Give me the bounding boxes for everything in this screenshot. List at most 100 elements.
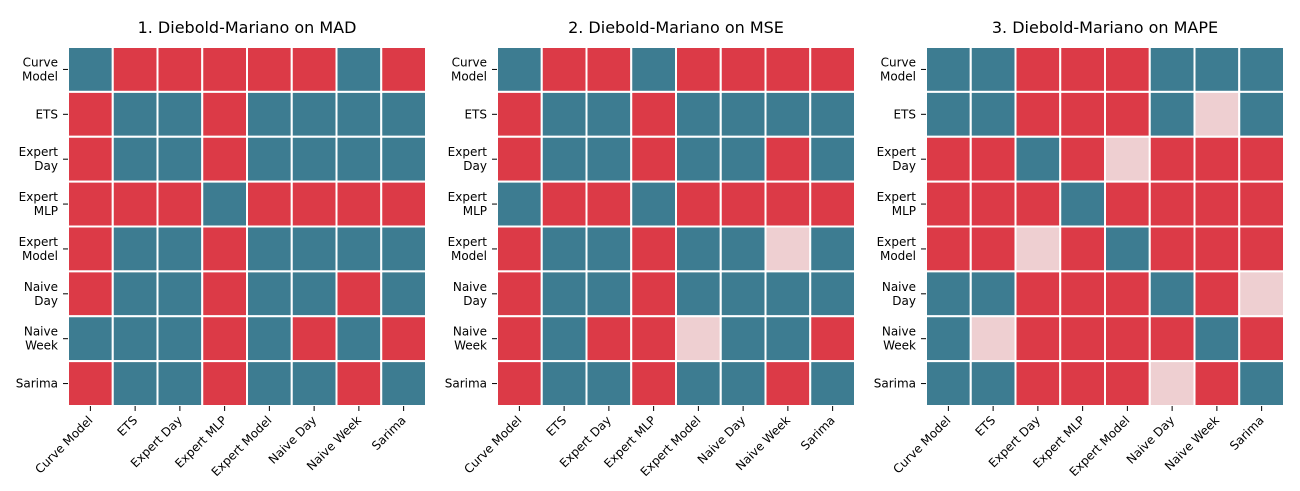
heatmap-cell [585,360,633,407]
heatmap-cell [809,135,856,183]
heatmap-cell [675,135,722,183]
y-tick-label: ETS [893,107,916,121]
heatmap-cell [719,46,767,93]
heatmap-cell [380,270,427,318]
heatmap-cell [1104,135,1151,183]
x-tick-label: Sarima [1227,413,1267,453]
heatmap-cell [1238,315,1285,363]
heatmap-cell [925,270,972,318]
heatmap-cell [585,270,633,318]
heatmap-cell [111,225,159,273]
heatmap-cell [630,135,677,183]
heatmap-cell [1014,46,1062,93]
heatmap-cell [246,180,293,228]
heatmap-cell [925,360,972,407]
heatmap-cell [1104,46,1151,93]
heatmap-cell [719,360,767,407]
heatmap-cell [540,135,588,183]
heatmap-cell [969,46,1017,93]
heatmap-cell [290,180,338,228]
heatmap-cell [1238,225,1285,273]
heatmap-cell [675,270,722,318]
y-tick-label: Sarima [16,377,58,391]
heatmap-cell [290,360,338,407]
heatmap-cell [675,315,722,363]
heatmap-cell [380,315,427,363]
heatmap-cell [67,90,114,138]
heatmap-cell [496,135,543,183]
heatmap-cell [585,225,633,273]
y-tick-label: Sarima [445,377,487,391]
heatmap-cell [925,90,972,138]
heatmap-cell [111,180,159,228]
heatmap-cell [1104,270,1151,318]
heatmap-cell [1014,315,1062,363]
heatmap-cell [675,46,722,93]
heatmap-cell [335,270,383,318]
x-tick-label: Sarima [369,413,409,453]
heatmap-cell [201,180,248,228]
x-tick-label: Curve Model [890,413,953,476]
heatmap-cell [1148,360,1196,407]
heatmap-cell [380,46,427,93]
heatmap-cell [1193,225,1241,273]
heatmap-cell [111,360,159,407]
heatmap-cell [290,270,338,318]
chart-title: 2. Diebold-Mariano on MSE [568,18,784,37]
y-tick-label: Naive Day [24,280,58,308]
y-tick-label: ETS [464,107,487,121]
heatmap-cell [111,135,159,183]
heatmap-cell [1238,90,1285,138]
y-tick-label: Expert Day [448,145,488,173]
heatmap-cell [630,360,677,407]
heatmap-cell [201,135,248,183]
heatmap-cell [201,315,248,363]
y-tick-label: Naive Week [882,325,916,353]
y-tick-label: Expert MLP [19,190,59,218]
heatmap-cell [246,270,293,318]
heatmap-cell [335,135,383,183]
y-tick-label: Expert Day [877,145,917,173]
heatmap-cell [246,90,293,138]
heatmap-cell [630,46,677,93]
heatmap-cell [1193,180,1241,228]
x-tick-label: Curve Model [32,413,95,476]
heatmap-cell [380,360,427,407]
heatmap-cell [764,46,812,93]
heatmap-cell [380,90,427,138]
heatmap-cell [1104,360,1151,407]
heatmap-cell [201,46,248,93]
heatmap-cell [1059,225,1106,273]
heatmap-cell [1014,225,1062,273]
y-tick-label: Expert Day [19,145,59,173]
heatmap-cell [925,225,972,273]
heatmap-cell [764,225,812,273]
heatmap-cell [1148,180,1196,228]
heatmap-cell [156,270,204,318]
heatmap-cell [540,270,588,318]
heatmap-cell [969,270,1017,318]
heatmap-cell [1059,90,1106,138]
heatmap-cell [1014,90,1062,138]
heatmap-cell [764,360,812,407]
heatmap-cell [540,46,588,93]
heatmap-cell [719,315,767,363]
y-tick-label: Curve Model [880,55,916,83]
heatmap-cell [111,315,159,363]
heatmap-cell [380,135,427,183]
heatmap-cell [246,46,293,93]
heatmap-cell [719,180,767,228]
heatmap-cell [290,90,338,138]
heatmap-cell [1148,90,1196,138]
heatmap-cell [585,135,633,183]
y-tick-label: Curve Model [451,55,487,83]
heatmap-cell [156,90,204,138]
heatmap-cell [1014,270,1062,318]
heatmap-cell [156,360,204,407]
heatmap-cell [1148,315,1196,363]
heatmap-cell [380,180,427,228]
heatmap-cell [156,180,204,228]
y-tick-label: Naive Week [24,325,58,353]
heatmap-cell [1059,135,1106,183]
heatmap-cell [764,270,812,318]
